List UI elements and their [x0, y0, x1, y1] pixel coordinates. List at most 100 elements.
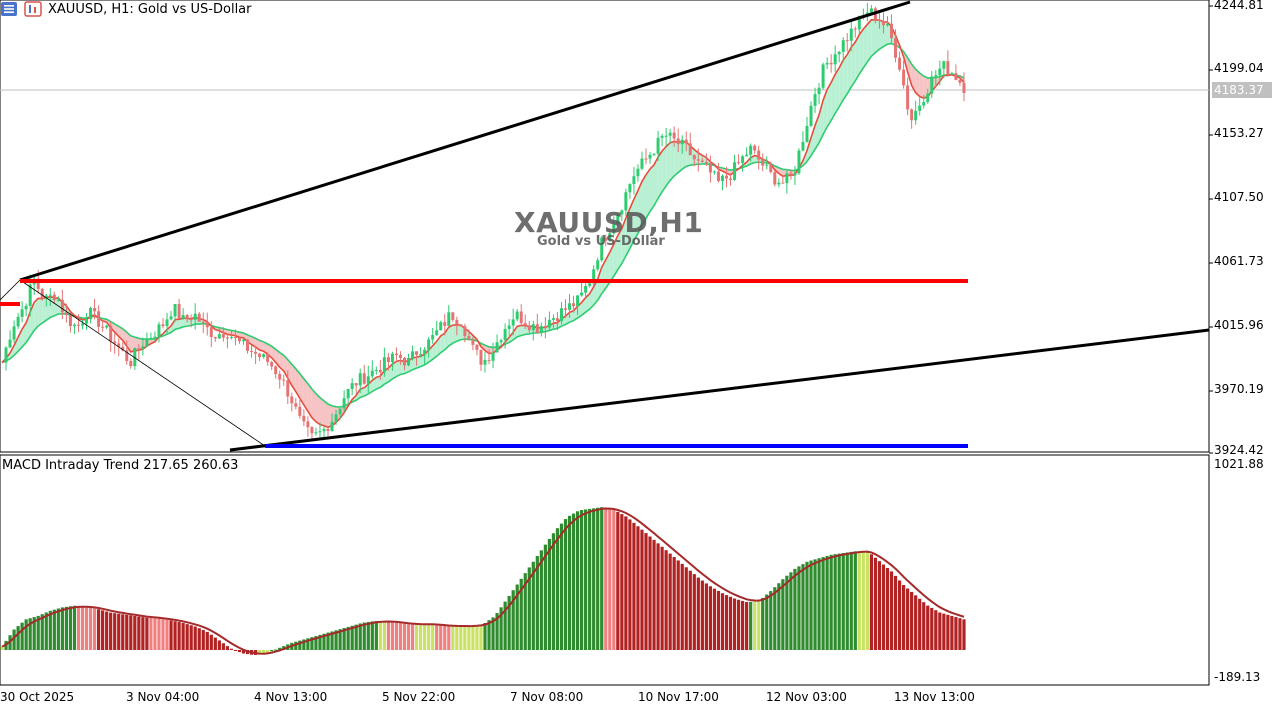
candle-body	[757, 150, 761, 160]
candle-body	[378, 369, 382, 373]
macd-bar	[656, 543, 660, 650]
macd-bar	[161, 619, 165, 650]
candle-body	[431, 334, 435, 340]
macd-bar	[483, 623, 487, 650]
macd-bar	[559, 523, 564, 650]
diagonal-thin-line[interactable]	[19, 279, 266, 447]
macd-bar	[439, 625, 443, 650]
cloud-segment	[239, 332, 244, 338]
macd-bar	[523, 573, 527, 650]
macd-bar	[543, 544, 547, 650]
main-chart-frame	[0, 0, 1210, 453]
candle-body	[113, 341, 117, 344]
menu-list-icon[interactable]	[0, 1, 18, 17]
candle-body	[604, 237, 608, 241]
candle-body	[246, 339, 250, 351]
candle-body	[616, 214, 620, 224]
macd-bar	[16, 626, 20, 650]
candle-body	[539, 326, 543, 334]
cloud-segment	[835, 67, 840, 114]
candle-body	[443, 322, 447, 326]
cloud-segment	[831, 74, 836, 121]
slow-ma-line	[1, 42, 965, 408]
macd-bar	[821, 557, 825, 650]
cloud-segment	[18, 329, 23, 352]
time-label: 5 Nov 22:00	[382, 690, 456, 704]
candle-body	[60, 299, 64, 313]
macd-bar	[620, 514, 624, 650]
cloud-segment	[46, 296, 51, 321]
cloud-segment	[489, 346, 494, 354]
candle-body	[600, 237, 604, 261]
candle-body	[24, 305, 28, 310]
cloud-segment	[315, 393, 320, 425]
candle-body	[451, 312, 455, 320]
candle-body	[821, 64, 825, 88]
cloud-segment	[597, 267, 602, 301]
macd-bar	[76, 606, 81, 650]
macd-bar	[342, 628, 346, 650]
macd-bar	[60, 607, 64, 650]
cloud-segment	[658, 151, 663, 199]
macd-bar	[491, 617, 495, 650]
macd-bar	[145, 617, 149, 650]
macd-bar	[229, 648, 234, 650]
macd-bar	[157, 618, 161, 650]
candle-body	[427, 339, 431, 350]
candle-body	[531, 324, 535, 331]
cloud-segment	[839, 59, 844, 107]
macd-bar	[475, 625, 479, 650]
macd-bar	[414, 624, 419, 650]
candle-body	[278, 374, 282, 380]
macd-bar	[857, 551, 861, 650]
macd-bar	[515, 584, 519, 650]
candle-body	[910, 109, 914, 121]
lower-trend-line[interactable]	[229, 328, 1210, 452]
macd-bar	[109, 612, 113, 650]
time-label: 3 Nov 04:00	[126, 690, 200, 704]
candle-body	[914, 110, 918, 121]
cloud-segment	[307, 383, 312, 418]
macd-bar	[390, 621, 395, 650]
candle-body	[229, 337, 233, 339]
macd-bar	[330, 631, 334, 650]
cloud-segment	[303, 378, 308, 412]
macd-bar	[221, 643, 225, 650]
candle-body	[737, 162, 741, 164]
macd-bar	[181, 622, 185, 650]
macd-bar	[527, 567, 531, 650]
candle-body	[189, 319, 193, 321]
macd-bar	[447, 626, 451, 650]
macd-bar	[398, 622, 403, 650]
candle-body	[419, 354, 423, 356]
upper-trend-line[interactable]	[19, 0, 911, 282]
candle-body	[527, 325, 531, 331]
chart-header: XAUUSD, H1: Gold vs US-Dollar	[0, 0, 252, 18]
candle-body	[254, 351, 258, 354]
chart-window-icon[interactable]	[24, 1, 42, 17]
macd-bar	[608, 508, 612, 650]
cloud-segment	[175, 319, 180, 330]
macd-bar	[793, 568, 797, 650]
candle-body	[547, 319, 551, 328]
macd-bar	[644, 533, 648, 650]
cloud-segment	[843, 54, 848, 100]
price-tick: 4244.81	[1214, 0, 1264, 12]
candle-body	[366, 376, 370, 384]
cloud-segment	[678, 141, 683, 173]
candle-body	[141, 346, 145, 349]
macd-bar	[664, 550, 668, 650]
macd-bar	[406, 624, 411, 650]
macd-bar	[362, 622, 366, 650]
candle-body	[471, 339, 475, 345]
macd-bar	[519, 578, 523, 650]
cloud-segment	[859, 28, 864, 74]
candle-body	[205, 321, 209, 328]
candle-body	[479, 349, 483, 365]
cloud-segment	[613, 235, 618, 277]
macd-bar	[580, 510, 584, 650]
cloud-segment	[883, 21, 888, 47]
cloud-segment	[646, 169, 651, 219]
fast-ma-line	[1, 19, 965, 429]
